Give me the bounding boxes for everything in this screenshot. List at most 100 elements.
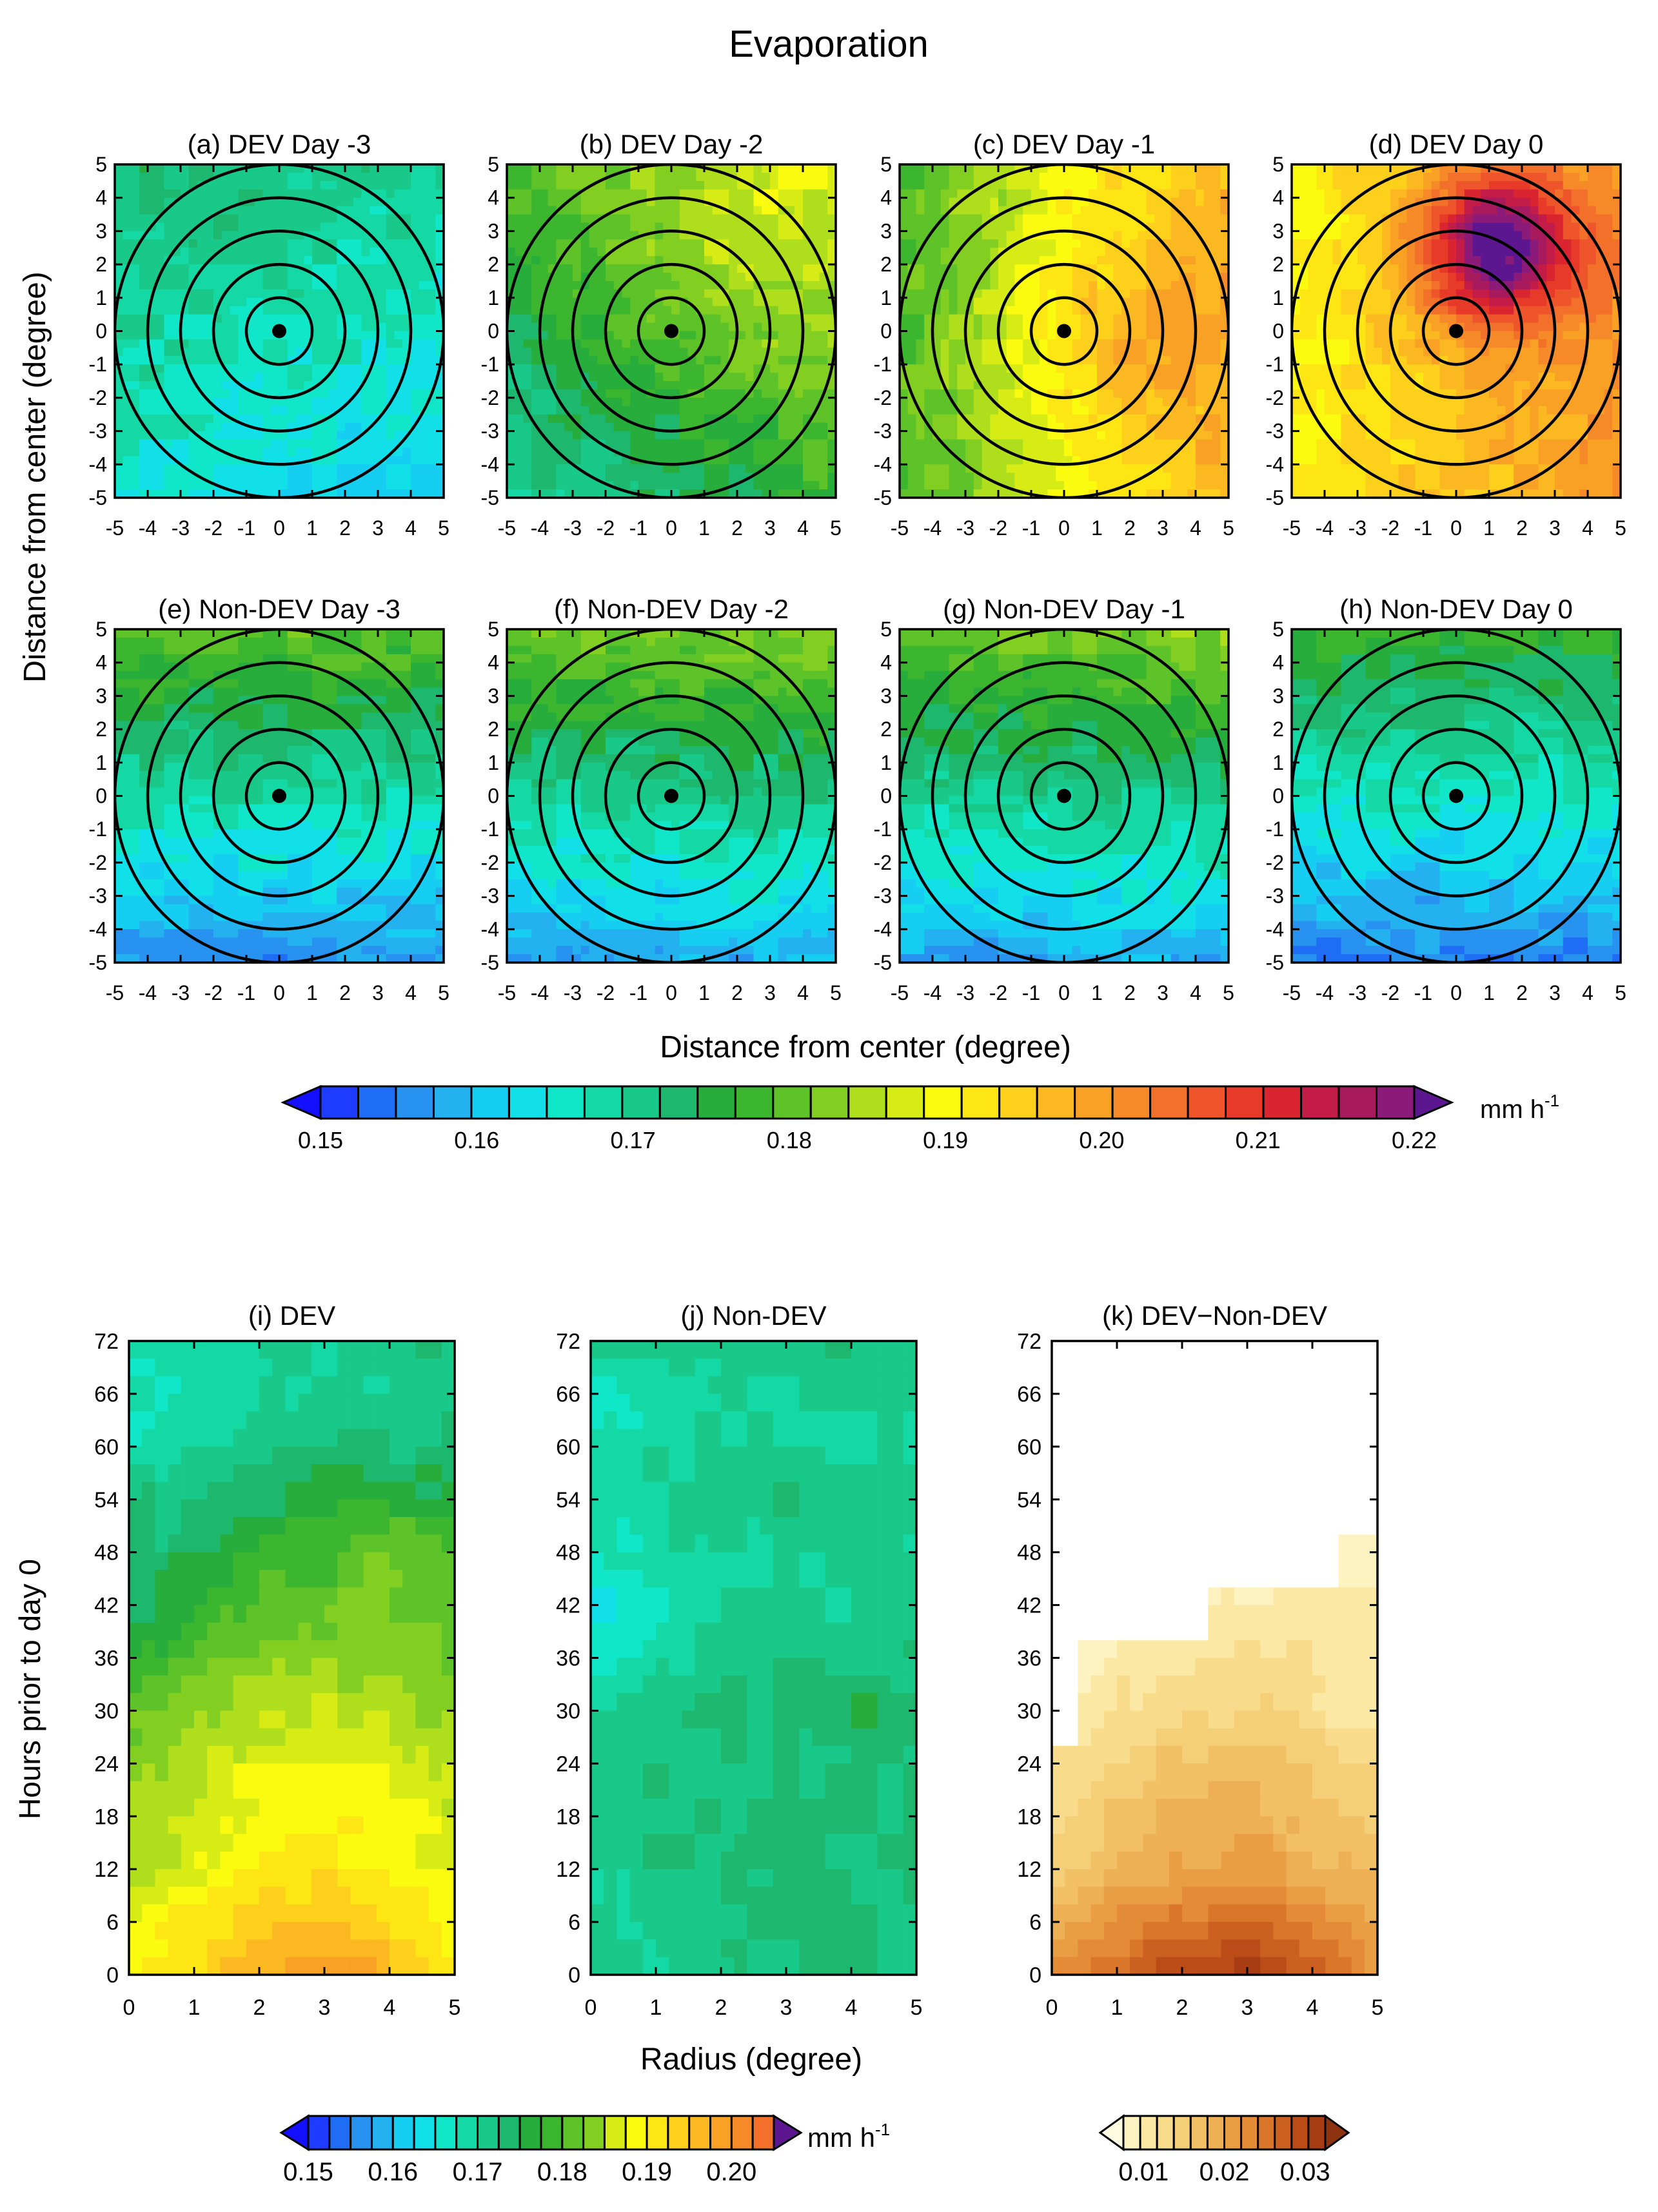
- field-cell: [1171, 323, 1179, 332]
- field-cell: [312, 373, 321, 382]
- field-cell: [515, 447, 524, 456]
- field-cell: [820, 456, 828, 465]
- field-cell: [353, 239, 362, 248]
- field-cell: [1138, 373, 1147, 382]
- field-cell: [548, 190, 557, 199]
- field-cell: [540, 447, 548, 456]
- field-cell: [238, 215, 246, 224]
- field-cell: [630, 406, 638, 415]
- field-cell: [990, 347, 998, 357]
- field-cell: [189, 331, 197, 340]
- field-cell: [908, 231, 916, 240]
- field-cell: [238, 464, 246, 473]
- field-cell: [589, 289, 598, 299]
- field-cell: [279, 447, 288, 456]
- field-cell: [564, 281, 573, 290]
- field-cell: [1105, 331, 1114, 340]
- field-cell: [395, 164, 403, 173]
- field-cell: [965, 264, 974, 273]
- field-cell: [916, 447, 925, 456]
- field-cell: [1089, 406, 1097, 415]
- field-cell: [647, 381, 655, 390]
- field-cell: [1105, 222, 1114, 231]
- field-cell: [329, 215, 337, 224]
- field-cell: [1196, 306, 1204, 315]
- field-cell: [222, 456, 230, 465]
- field-cell: [205, 190, 213, 199]
- field-cell: [531, 298, 540, 307]
- field-cell: [908, 173, 916, 182]
- field-cell: [271, 406, 279, 415]
- field-cell: [115, 481, 123, 490]
- field-cell: [246, 173, 255, 182]
- field-cell: [647, 481, 655, 490]
- field-cell: [337, 181, 345, 190]
- field-cell: [573, 481, 581, 490]
- field-cell: [304, 473, 312, 482]
- field-cell: [1015, 215, 1023, 224]
- field-cell: [982, 239, 991, 248]
- field-cell: [704, 339, 713, 348]
- field-cell: [622, 398, 631, 407]
- field-cell: [395, 473, 403, 482]
- field-cell: [172, 389, 181, 398]
- field-cell: [524, 356, 532, 365]
- field-cell: [1097, 447, 1105, 456]
- field-cell: [230, 306, 239, 315]
- field-cell: [1072, 206, 1081, 215]
- field-cell: [1196, 381, 1204, 390]
- field-cell: [222, 190, 230, 199]
- field-cell: [288, 289, 296, 299]
- field-cell: [263, 431, 271, 440]
- field-cell: [230, 406, 239, 415]
- field-cell: [312, 315, 321, 324]
- field-cell: [132, 273, 140, 282]
- field-cell: [1023, 373, 1031, 382]
- field-cell: [737, 339, 745, 348]
- field-cell: [811, 315, 820, 324]
- field-cell: [1064, 381, 1072, 390]
- field-cell: [288, 248, 296, 257]
- field-cell: [271, 339, 279, 348]
- field-cell: [395, 406, 403, 415]
- field-cell: [820, 431, 828, 440]
- field-cell: [794, 447, 803, 456]
- field-cell: [1130, 190, 1138, 199]
- y-tick-label: 5: [95, 153, 107, 176]
- field-cell: [1147, 173, 1155, 182]
- field-cell: [713, 356, 721, 365]
- field-cell: [965, 173, 974, 182]
- field-cell: [386, 173, 395, 182]
- field-cell: [737, 347, 745, 357]
- field-cell: [924, 206, 933, 215]
- x-tick-label: -2: [989, 516, 1007, 540]
- field-cell: [589, 315, 598, 324]
- field-cell: [729, 190, 737, 199]
- field-cell: [1187, 273, 1196, 282]
- field-cell: [123, 331, 132, 340]
- field-cell: [115, 406, 123, 415]
- field-cell: [803, 198, 811, 207]
- field-cell: [402, 190, 411, 199]
- field-cell: [362, 331, 370, 340]
- field-cell: [132, 347, 140, 357]
- field-cell: [304, 281, 312, 290]
- field-cell: [312, 473, 321, 482]
- field-cell: [1048, 315, 1056, 324]
- field-cell: [597, 381, 606, 390]
- field-cell: [362, 206, 370, 215]
- field-cell: [729, 264, 737, 273]
- field-cell: [255, 222, 263, 231]
- field-cell: [362, 315, 370, 324]
- field-cell: [1212, 198, 1221, 207]
- field-cell: [548, 222, 557, 231]
- field-cell: [419, 423, 428, 432]
- field-cell: [279, 306, 288, 315]
- field-cell: [304, 206, 312, 215]
- field-cell: [419, 481, 428, 490]
- field-cell: [288, 281, 296, 290]
- field-cell: [263, 323, 271, 332]
- field-cell: [924, 356, 933, 365]
- field-cell: [515, 215, 524, 224]
- field-cell: [1147, 198, 1155, 207]
